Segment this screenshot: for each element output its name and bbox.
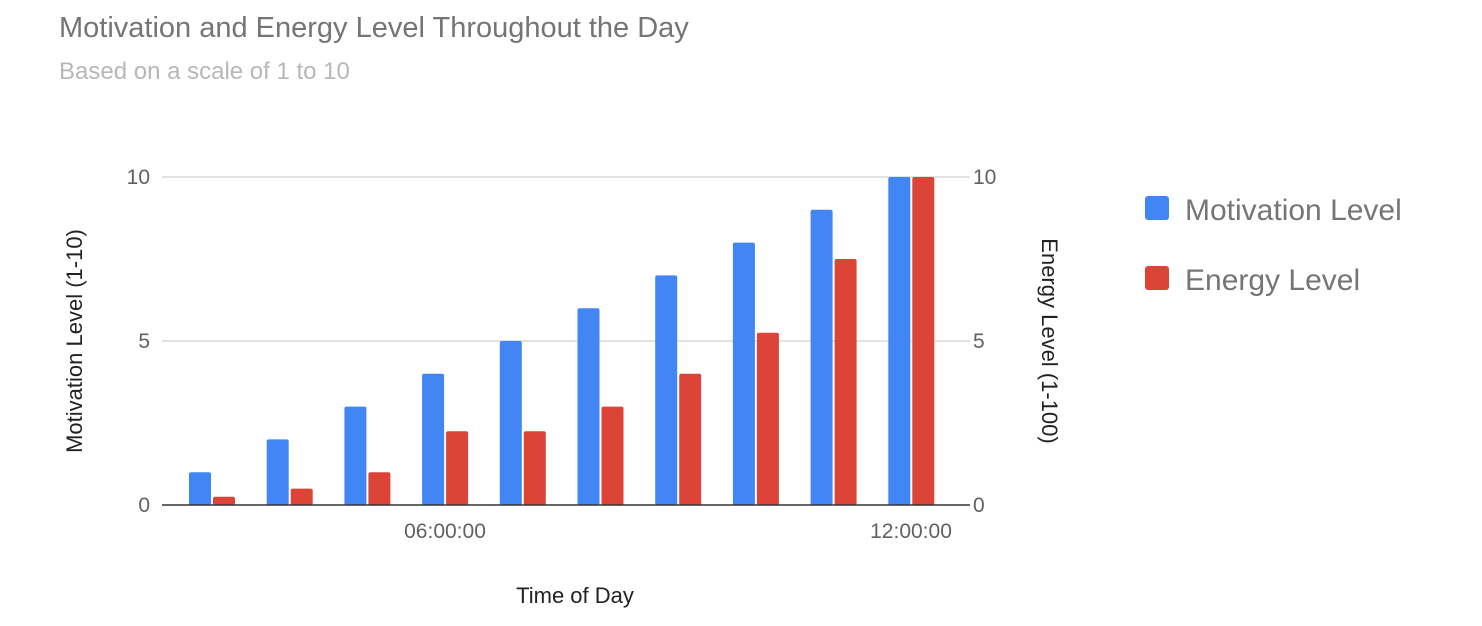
y-tick-label-left: 0 bbox=[138, 494, 150, 517]
legend-swatch-energy bbox=[1145, 266, 1169, 290]
chart-title: Motivation and Energy Level Throughout t… bbox=[59, 12, 689, 44]
bar-energy bbox=[446, 431, 469, 505]
bars bbox=[189, 177, 935, 506]
bar-motivation bbox=[888, 177, 911, 505]
y-axis-left-ticks: 0 5 10 bbox=[127, 166, 150, 517]
legend-item-energy[interactable]: Energy Level bbox=[1145, 246, 1402, 316]
bar-motivation bbox=[577, 308, 600, 505]
x-axis-ticks: 06:00:00 12:00:00 bbox=[404, 520, 952, 543]
bar-motivation bbox=[732, 242, 755, 505]
bar-energy bbox=[368, 472, 391, 505]
legend-item-motivation[interactable]: Motivation Level bbox=[1145, 176, 1402, 246]
legend-label-energy: Energy Level bbox=[1185, 264, 1361, 297]
legend-label-motivation: Motivation Level bbox=[1185, 194, 1402, 227]
bar-energy bbox=[912, 177, 935, 505]
y-axis-left-title: Motivation Level (1-10) bbox=[62, 229, 87, 453]
bar-energy bbox=[679, 373, 702, 505]
bar-motivation bbox=[810, 209, 833, 506]
bar-motivation bbox=[655, 275, 678, 505]
y-axis-right-title: Energy Level (1-100) bbox=[1037, 238, 1062, 443]
legend-swatch-motivation bbox=[1145, 196, 1169, 220]
bar-motivation bbox=[266, 439, 289, 505]
y-tick-label-right: 0 bbox=[973, 494, 985, 517]
chart-subtitle: Based on a scale of 1 to 10 bbox=[59, 58, 350, 85]
bar-motivation bbox=[422, 373, 445, 505]
bar-motivation bbox=[189, 472, 211, 505]
bar-energy bbox=[834, 259, 857, 505]
x-axis-title: Time of Day bbox=[516, 583, 634, 608]
y-tick-label-left: 10 bbox=[127, 166, 150, 189]
bar-energy bbox=[523, 431, 546, 505]
y-tick-label-right: 10 bbox=[973, 166, 996, 189]
bar-energy bbox=[213, 496, 235, 505]
x-tick-label: 06:00:00 bbox=[404, 520, 486, 543]
bar-motivation bbox=[499, 341, 522, 505]
bar-energy bbox=[601, 406, 624, 505]
y-axis-right-ticks: 0 5 10 bbox=[973, 166, 996, 517]
legend: Motivation Level Energy Level bbox=[1145, 176, 1402, 316]
y-tick-label-right: 5 bbox=[973, 330, 985, 353]
bar-motivation bbox=[344, 406, 367, 505]
x-tick-label: 12:00:00 bbox=[870, 520, 952, 543]
y-tick-label-left: 5 bbox=[138, 330, 150, 353]
bar-energy bbox=[290, 488, 313, 505]
bar-energy bbox=[756, 332, 779, 505]
